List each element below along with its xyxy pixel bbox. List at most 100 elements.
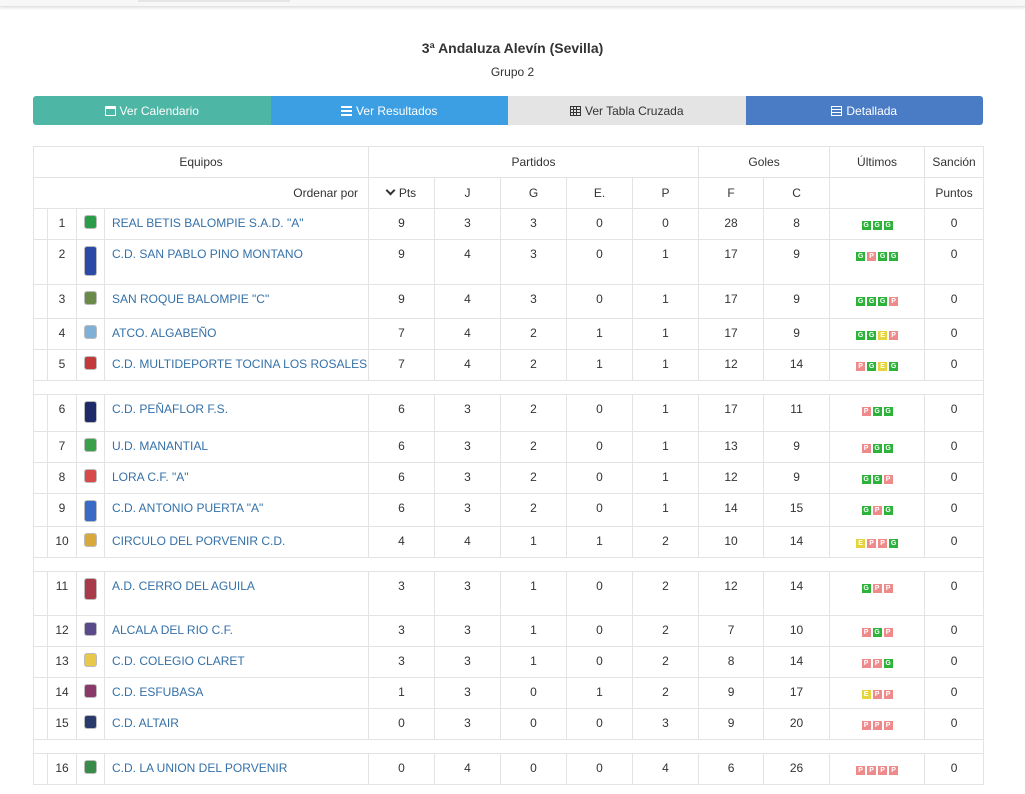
detailed-button-label: Detallada	[846, 103, 898, 118]
table-row: 11 A.D. CERRO DEL AGUILA 3 3 1 0 2 12 14 G P P 0	[33, 571, 985, 616]
row-gap	[33, 493, 48, 527]
result-badge: P	[861, 444, 871, 453]
browser-top-bar	[0, 0, 1025, 7]
drawn-cell: 0	[566, 753, 633, 785]
team-link[interactable]: U.D. MANANTIAL	[112, 439, 209, 453]
sanction-cell: 0	[924, 318, 985, 350]
team-link[interactable]: REAL BETIS BALOMPIE S.A.D. "A"	[112, 216, 304, 230]
goals-against-cell: 17	[763, 677, 831, 709]
pts-cell: 9	[368, 239, 435, 285]
row-gap	[33, 615, 48, 647]
goals-for-cell: 17	[698, 318, 765, 350]
team-crest-icon	[84, 246, 97, 276]
team-link[interactable]: A.D. CERRO DEL AGUILA	[112, 579, 255, 593]
team-crest-icon	[84, 215, 97, 229]
team-link[interactable]: LORA C.F. "A"	[112, 470, 189, 484]
drawn-cell: 0	[566, 493, 633, 527]
result-badge: G	[861, 475, 871, 484]
team-link[interactable]: CIRCULO DEL PORVENIR C.D.	[112, 534, 286, 548]
played-cell: 3	[434, 615, 501, 647]
table-row: 16 C.D. LA UNION DEL PORVENIR 0 4 0 0 4 6 26 P P P P…	[33, 753, 985, 785]
pts-cell: 6	[368, 431, 435, 463]
team-name-cell: C.D. PEÑAFLOR F.S.	[104, 394, 369, 432]
sanction-cell: 0	[924, 677, 985, 709]
result-badge: E	[878, 331, 888, 340]
table-row: 14 C.D. ESFUBASA 1 3 0 1 2 9 17 E P P 0	[33, 677, 985, 709]
drawn-cell: 0	[566, 208, 633, 240]
team-link[interactable]: C.D. ESFUBASA	[112, 685, 204, 699]
sanction-cell: 0	[924, 615, 985, 647]
result-badge: P	[883, 584, 893, 593]
drawn-cell: 1	[566, 677, 633, 709]
row-gap	[33, 284, 48, 319]
pts-cell: 6	[368, 394, 435, 432]
team-link[interactable]: ALCALA DEL RIO C.F.	[112, 623, 233, 637]
team-link[interactable]: C.D. ANTONIO PUERTA "A"	[112, 501, 264, 515]
position-cell: 8	[47, 462, 77, 494]
result-badge: G	[872, 221, 882, 230]
team-crest-cell	[76, 349, 105, 381]
detailed-button[interactable]: Detallada	[745, 96, 983, 125]
team-name-cell: SAN ROQUE BALOMPIE "C"	[104, 284, 369, 319]
result-badge: P	[867, 766, 877, 775]
table-row: 10 CIRCULO DEL PORVENIR C.D. 4 4 1 1 2 10 14 E P P G…	[33, 526, 985, 558]
goals-for-cell: 17	[698, 239, 765, 285]
team-link[interactable]: C.D. ALTAIR	[112, 716, 179, 730]
result-badge: G	[889, 539, 899, 548]
played-cell: 4	[434, 753, 501, 785]
played-cell: 3	[434, 394, 501, 432]
result-badge: P	[889, 766, 899, 775]
team-link[interactable]: C.D. MULTIDEPORTE TOCINA LOS ROSALES	[112, 357, 368, 371]
result-badge: G	[883, 444, 893, 453]
table-row: 7 U.D. MANANTIAL 6 3 2 0 1 13 9 P G G 0	[33, 431, 985, 463]
team-name-cell: C.D. LA UNION DEL PORVENIR	[104, 753, 369, 785]
team-crest-cell	[76, 462, 105, 494]
sort-pts-header[interactable]: Pts	[368, 177, 435, 209]
lost-cell: 2	[631, 526, 700, 558]
lost-cell: 2	[631, 571, 700, 616]
drawn-cell: 0	[566, 646, 633, 678]
pts-cell: 3	[368, 646, 435, 678]
result-badge: G	[883, 407, 893, 416]
calendar-button[interactable]: Ver Calendario	[33, 96, 271, 125]
row-gap	[33, 431, 48, 463]
team-crest-cell	[76, 284, 105, 319]
team-crest-icon	[84, 469, 97, 483]
team-link[interactable]: SAN ROQUE BALOMPIE "C"	[112, 292, 270, 306]
row-gap	[33, 239, 48, 285]
sanction-cell: 0	[924, 462, 985, 494]
team-link[interactable]: C.D. SAN PABLO PINO MONTANO	[112, 247, 303, 261]
result-badge: P	[889, 331, 899, 340]
goals-against-cell: 15	[763, 493, 831, 527]
team-name-cell: U.D. MANANTIAL	[104, 431, 369, 463]
sanction-cell: 0	[924, 646, 985, 678]
result-badge: G	[872, 444, 882, 453]
position-cell: 10	[47, 526, 77, 558]
team-link[interactable]: C.D. LA UNION DEL PORVENIR	[112, 761, 288, 775]
drawn-cell: 0	[566, 239, 633, 285]
team-crest-icon	[84, 533, 97, 547]
goals-for-cell: 13	[698, 431, 765, 463]
results-button[interactable]: Ver Resultados	[270, 96, 508, 125]
result-badge: G	[867, 297, 877, 306]
team-link[interactable]: C.D. COLEGIO CLARET	[112, 654, 245, 668]
sanction-cell: 0	[924, 284, 985, 319]
team-link[interactable]: ATCO. ALGABEÑO	[112, 326, 217, 340]
lost-cell: 2	[631, 615, 700, 647]
table-row: 9 C.D. ANTONIO PUERTA "A" 6 3 2 0 1 14 15 G P G 0	[33, 493, 985, 527]
cross-table-button[interactable]: Ver Tabla Cruzada	[508, 96, 746, 125]
team-link[interactable]: C.D. PEÑAFLOR F.S.	[112, 402, 229, 416]
drawn-cell: 0	[566, 431, 633, 463]
played-cell: 4	[434, 239, 501, 285]
team-name-cell: A.D. CERRO DEL AGUILA	[104, 571, 369, 616]
result-badge: G	[861, 221, 871, 230]
team-crest-icon	[84, 356, 97, 370]
result-badge: P	[872, 659, 882, 668]
